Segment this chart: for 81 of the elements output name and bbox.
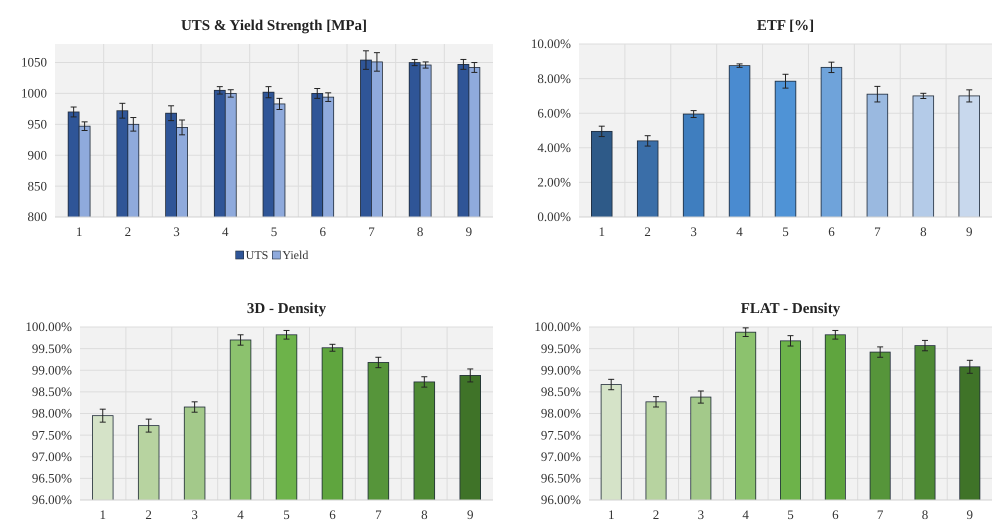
- x-tick-label: 4: [222, 224, 230, 240]
- chart-title: ETF [%]: [756, 18, 814, 34]
- x-tick-label: 5: [283, 507, 290, 522]
- y-tick-label: 98.00%: [32, 406, 72, 421]
- y-tick-label: 97.00%: [32, 448, 72, 464]
- x-tick-label: 7: [874, 224, 882, 240]
- y-tick-label: 800: [28, 209, 47, 224]
- x-tick-label: 2: [652, 507, 660, 522]
- x-tick-label: 4: [237, 507, 244, 522]
- y-tick-label: 850: [28, 178, 47, 194]
- y-tick-label: 1000: [21, 86, 47, 101]
- bar: [728, 65, 750, 218]
- x-tick-label: 4: [736, 224, 744, 240]
- y-tick-label: 100.00%: [25, 319, 72, 334]
- x-tick-label: 6: [828, 224, 836, 240]
- bar: [958, 96, 980, 218]
- x-tick-label: 8: [416, 224, 424, 240]
- legend-label: Yield: [282, 248, 308, 262]
- x-tick-label: 3: [698, 507, 704, 522]
- x-tick-label: 5: [787, 507, 794, 522]
- bar: [636, 140, 658, 218]
- x-tick-label: 8: [922, 507, 928, 522]
- y-tick-label: 98.50%: [32, 384, 72, 400]
- y-tick-label: 1050: [21, 54, 47, 70]
- x-tick-label: 7: [876, 507, 884, 522]
- y-tick-label: 0.00%: [537, 209, 572, 224]
- y-tick-label: 4.00%: [537, 140, 572, 155]
- y-tick-label: 96.00%: [540, 492, 582, 508]
- y-tick-label: 97.00%: [540, 448, 582, 464]
- x-tick-label: 3: [690, 224, 697, 240]
- bar: [866, 94, 888, 218]
- bar: [912, 96, 934, 218]
- chart-title: 3D - Density: [246, 301, 327, 317]
- x-tick-label: 6: [832, 507, 840, 522]
- x-tick-label: 5: [270, 224, 278, 240]
- x-tick-label: 2: [644, 224, 651, 240]
- y-tick-label: 100.00%: [534, 319, 582, 334]
- x-tick-label: 3: [173, 224, 180, 240]
- bar: [682, 114, 704, 218]
- y-tick-label: 98.50%: [540, 384, 582, 400]
- x-tick-label: 3: [191, 507, 198, 522]
- bar: [591, 130, 612, 218]
- x-tick-label: 1: [99, 507, 106, 522]
- y-tick-label: 96.00%: [32, 492, 72, 508]
- y-tick-label: 99.50%: [32, 340, 72, 356]
- x-tick-label: 9: [466, 224, 472, 240]
- y-tick-label: 6.00%: [537, 105, 572, 120]
- y-tick-label: 900: [28, 147, 47, 162]
- x-tick-label: 1: [76, 224, 82, 240]
- y-tick-label: 99.50%: [540, 340, 582, 356]
- x-tick-label: 9: [966, 224, 973, 240]
- y-tick-label: 2.00%: [537, 174, 572, 190]
- y-tick-label: 8.00%: [537, 70, 572, 86]
- chart-title: FLAT - Density: [740, 301, 841, 317]
- y-tick-label: 99.00%: [540, 362, 582, 378]
- legend-label: UTS: [246, 248, 268, 262]
- x-tick-label: 2: [145, 507, 152, 522]
- x-tick-label: 6: [329, 507, 336, 522]
- x-tick-label: 1: [608, 507, 614, 522]
- x-tick-label: 9: [467, 507, 474, 522]
- x-tick-label: 9: [966, 507, 974, 522]
- bar: [820, 66, 842, 218]
- x-tick-label: 2: [124, 224, 132, 240]
- x-tick-label: 6: [319, 224, 326, 240]
- chart-title: UTS & Yield Strength [MPa]: [180, 18, 368, 34]
- y-tick-label: 97.50%: [540, 427, 582, 442]
- bar: [774, 80, 796, 218]
- y-tick-label: 96.50%: [32, 470, 72, 486]
- y-tick-label: 99.00%: [32, 362, 72, 378]
- x-tick-label: 7: [368, 224, 376, 240]
- x-tick-label: 8: [421, 507, 428, 522]
- y-tick-label: 96.50%: [540, 470, 582, 486]
- x-tick-label: 8: [920, 224, 927, 240]
- y-tick-label: 98.00%: [540, 406, 582, 421]
- y-tick-label: 950: [28, 116, 47, 132]
- x-tick-label: 4: [742, 507, 750, 522]
- x-tick-label: 5: [782, 224, 789, 240]
- x-tick-label: 1: [598, 224, 605, 240]
- y-tick-label: 97.50%: [32, 427, 72, 442]
- x-tick-label: 7: [375, 507, 382, 522]
- y-tick-label: 10.00%: [530, 36, 572, 52]
